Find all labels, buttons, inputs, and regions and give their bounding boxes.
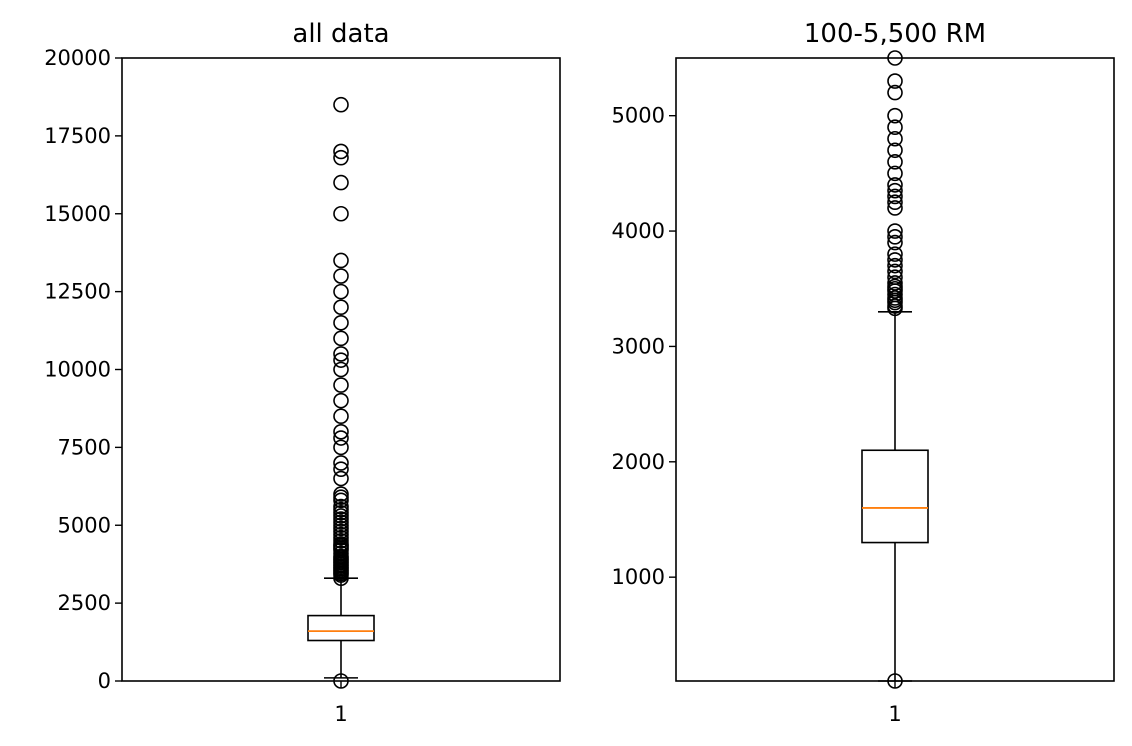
outlier-point <box>887 84 903 101</box>
outlier-point <box>887 154 903 170</box>
outlier-point <box>887 142 903 159</box>
x-tick-label: 1 <box>888 702 901 726</box>
outlier-point <box>887 263 903 280</box>
x-tick-label: 1 <box>334 702 347 726</box>
outlier-point <box>333 268 349 284</box>
y-tick-label: 7500 <box>58 435 111 459</box>
outlier-point <box>333 314 349 331</box>
outlier-point <box>887 177 903 193</box>
outlier-point <box>333 149 349 166</box>
outlier-point <box>333 174 349 191</box>
y-tick-label: 5000 <box>58 513 111 537</box>
outlier-point <box>887 290 903 306</box>
outlier-point <box>887 269 903 286</box>
outlier-point <box>333 430 349 446</box>
outlier-point <box>333 461 349 477</box>
outlier-point <box>333 352 349 368</box>
outlier-point <box>333 361 349 378</box>
outlier-point <box>887 107 903 124</box>
outlier-point <box>887 286 903 303</box>
iqr-box <box>307 614 375 642</box>
outlier-point <box>887 119 903 136</box>
outlier-point <box>887 275 903 291</box>
outlier-point <box>333 439 349 456</box>
y-tick-label: 17500 <box>44 124 111 148</box>
outlier-point <box>887 278 903 295</box>
x-axis: 1 <box>334 681 348 726</box>
outlier-point <box>887 252 903 268</box>
outlier-point <box>333 283 349 300</box>
outlier-point <box>887 223 903 239</box>
y-tick-label: 4000 <box>612 219 665 243</box>
outlier-point <box>887 130 903 147</box>
x-axis: 1 <box>888 681 902 726</box>
outlier-point <box>333 470 349 487</box>
outlier-point <box>333 330 349 347</box>
y-tick-label: 10000 <box>44 358 111 382</box>
chart-title: 100-5,500 RM <box>804 19 986 49</box>
y-tick-label: 2000 <box>612 450 665 474</box>
outlier-point <box>887 246 903 262</box>
outlier-point <box>333 252 349 269</box>
outlier-point <box>333 96 349 113</box>
chart-title: all data <box>292 19 389 49</box>
iqr-box <box>861 449 929 544</box>
panel-all-data: all data 0 2500 5000 7500 10000 12500 15000 175… <box>44 19 561 726</box>
y-tick-label: 1000 <box>612 565 665 589</box>
y-tick-label: 0 <box>98 669 111 693</box>
outlier-point <box>887 165 903 182</box>
outlier-point <box>333 392 349 409</box>
panel-100-5500-rm: 100-5,500 RM 1000 2000 3000 4000 5000 1 <box>612 19 1115 726</box>
y-tick-label: 12500 <box>44 280 111 304</box>
outlier-point <box>333 486 349 502</box>
outlier-point <box>887 194 903 211</box>
outlier-point <box>887 257 903 274</box>
outlier-point <box>887 200 903 216</box>
outlier-point <box>333 205 349 222</box>
outlier-point <box>887 298 903 314</box>
y-tick-label: 2500 <box>58 591 111 615</box>
outlier-point <box>333 455 349 471</box>
outlier-point <box>887 188 903 205</box>
y-tick-label: 20000 <box>44 46 111 70</box>
y-axis: 1000 2000 3000 4000 5000 <box>612 104 676 589</box>
plot-marks <box>861 50 929 689</box>
outlier-point <box>887 229 903 245</box>
y-tick-label: 3000 <box>612 334 665 358</box>
outlier-point <box>333 498 349 515</box>
y-tick-label: 15000 <box>44 202 111 226</box>
outlier-point <box>333 143 349 160</box>
outlier-point <box>333 346 349 362</box>
outlier-point <box>333 377 349 393</box>
outlier-point <box>887 234 903 251</box>
y-tick-label: 5000 <box>612 104 665 128</box>
plot-marks <box>307 96 375 689</box>
outlier-point <box>333 408 349 425</box>
y-axis: 0 2500 5000 7500 10000 12500 15000 17500 20000 <box>44 46 122 693</box>
outlier-point <box>333 299 349 316</box>
outlier-point <box>333 423 349 440</box>
outlier-point <box>887 182 903 199</box>
outlier-point <box>887 73 903 89</box>
